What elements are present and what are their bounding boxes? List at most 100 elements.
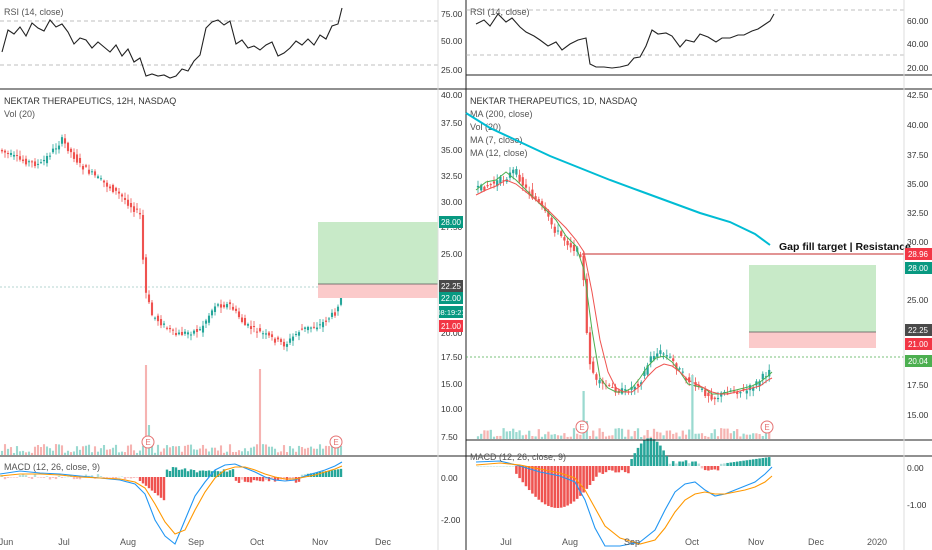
volume-bar — [168, 447, 172, 455]
svg-text:08:19:21: 08:19:21 — [436, 308, 465, 317]
volume-bar — [297, 445, 301, 455]
candle-body — [258, 328, 262, 332]
candle-body — [745, 390, 748, 394]
ma200-line — [465, 112, 771, 246]
volume-bar — [614, 428, 617, 439]
candle-body — [579, 254, 582, 258]
candle-body — [560, 231, 563, 237]
volume-bar — [739, 436, 742, 439]
candle-body — [75, 154, 79, 163]
earnings-marker[interactable] — [141, 435, 155, 449]
macd-histogram-bar — [114, 477, 118, 479]
volume-bar — [228, 444, 232, 455]
earnings-marker[interactable] — [575, 420, 589, 434]
macd-histogram-bar — [216, 471, 220, 477]
right-macd-pane: MACD (12, 26, close, 9) — [470, 438, 773, 547]
macd-histogram-bar — [162, 477, 166, 501]
macd-histogram-bar — [45, 476, 49, 477]
candle-body — [556, 230, 560, 232]
macd-histogram-bar — [617, 466, 621, 473]
candle-body — [138, 212, 142, 215]
candle-body — [93, 171, 97, 176]
macd-histogram-bar — [180, 469, 184, 477]
volume-bar — [652, 428, 656, 439]
volume-bar — [159, 451, 163, 455]
right-date-label: Nov — [748, 537, 765, 547]
right-rsi-pane: RSI (14, close) — [466, 7, 904, 69]
volume-bar — [96, 451, 100, 455]
candle-body — [39, 162, 43, 164]
macd-histogram-bar — [6, 477, 10, 478]
earnings-marker[interactable] — [760, 420, 774, 434]
macd-histogram-bar — [767, 457, 771, 466]
candle-body — [120, 194, 124, 197]
volume-bar — [604, 436, 608, 439]
volume-bar — [524, 434, 528, 439]
macd-histogram-bar — [614, 466, 617, 473]
macd-histogram-bar — [228, 470, 232, 477]
volume-bar — [267, 446, 271, 455]
earnings-marker[interactable] — [329, 435, 343, 449]
volume-bar — [276, 452, 280, 455]
volume-bar — [120, 451, 124, 455]
macd-histogram-bar — [144, 477, 148, 486]
macd-histogram-bar — [515, 466, 518, 474]
candle-body — [492, 181, 496, 184]
macd-histogram-bar — [572, 466, 576, 502]
candle-body — [656, 353, 659, 357]
candle-body — [0, 149, 4, 152]
right-price-axis[interactable]: 60.00 40.00 20.00 42.50 40.00 37.50 35.0… — [905, 16, 932, 510]
candle-body — [195, 329, 199, 332]
macd-histogram-bar — [141, 477, 145, 484]
candle-body — [48, 155, 52, 157]
right-price-tick: 30.00 — [907, 237, 929, 247]
volume-bar — [249, 447, 253, 455]
macd-histogram-bar — [258, 477, 262, 482]
volume-bar — [165, 445, 169, 455]
left-earnings-markers: E E — [141, 435, 343, 449]
volume-bar — [3, 444, 7, 455]
volume-bar — [512, 428, 515, 439]
macd-histogram-bar — [207, 470, 211, 477]
macd-histogram-bar — [547, 466, 550, 506]
volume-bar — [102, 444, 106, 455]
candle-body — [566, 240, 569, 246]
volume-bar — [93, 446, 97, 455]
volume-bar — [33, 446, 37, 455]
volume-bar — [620, 428, 624, 439]
left-chart: RSI (14, close) NEKTAR THERAPEUTICS, 12H… — [0, 7, 932, 547]
macd-histogram-bar — [12, 477, 16, 478]
macd-histogram-bar — [755, 458, 758, 466]
candle-body — [219, 304, 223, 308]
candle-body — [752, 387, 755, 391]
candle-body — [684, 378, 688, 381]
volume-bar — [672, 433, 675, 439]
candle-body — [483, 186, 486, 191]
candle-body — [611, 386, 614, 388]
right-price-tick: 42.50 — [907, 90, 929, 100]
candle-body — [84, 165, 88, 167]
macd-histogram-bar — [719, 463, 723, 466]
candle-body — [572, 244, 576, 251]
left-price-axis[interactable]: 75.00 50.00 25.00 40.00 37.50 35.00 32.5… — [436, 9, 465, 525]
macd-histogram-bar — [108, 477, 112, 478]
macd-histogram-bar — [575, 466, 579, 499]
candle-body — [69, 148, 73, 153]
candle-body — [63, 138, 67, 144]
candle-body — [144, 257, 148, 293]
candle-body — [171, 329, 175, 331]
macd-histogram-bar — [42, 477, 46, 478]
volume-bar — [252, 446, 256, 455]
macd-histogram-bar — [598, 466, 601, 473]
volume-bar — [156, 444, 160, 455]
gap-fill-annotation[interactable]: Gap fill target | Resistance — [779, 241, 911, 253]
candle-body — [222, 304, 226, 308]
candle-body — [180, 331, 184, 335]
candle-body — [66, 142, 70, 152]
volume-bar — [81, 446, 85, 455]
macd-histogram-bar — [649, 438, 653, 466]
macd-histogram-bar — [333, 469, 337, 477]
macd-histogram-bar — [192, 470, 196, 477]
macd-histogram-bar — [627, 466, 630, 474]
